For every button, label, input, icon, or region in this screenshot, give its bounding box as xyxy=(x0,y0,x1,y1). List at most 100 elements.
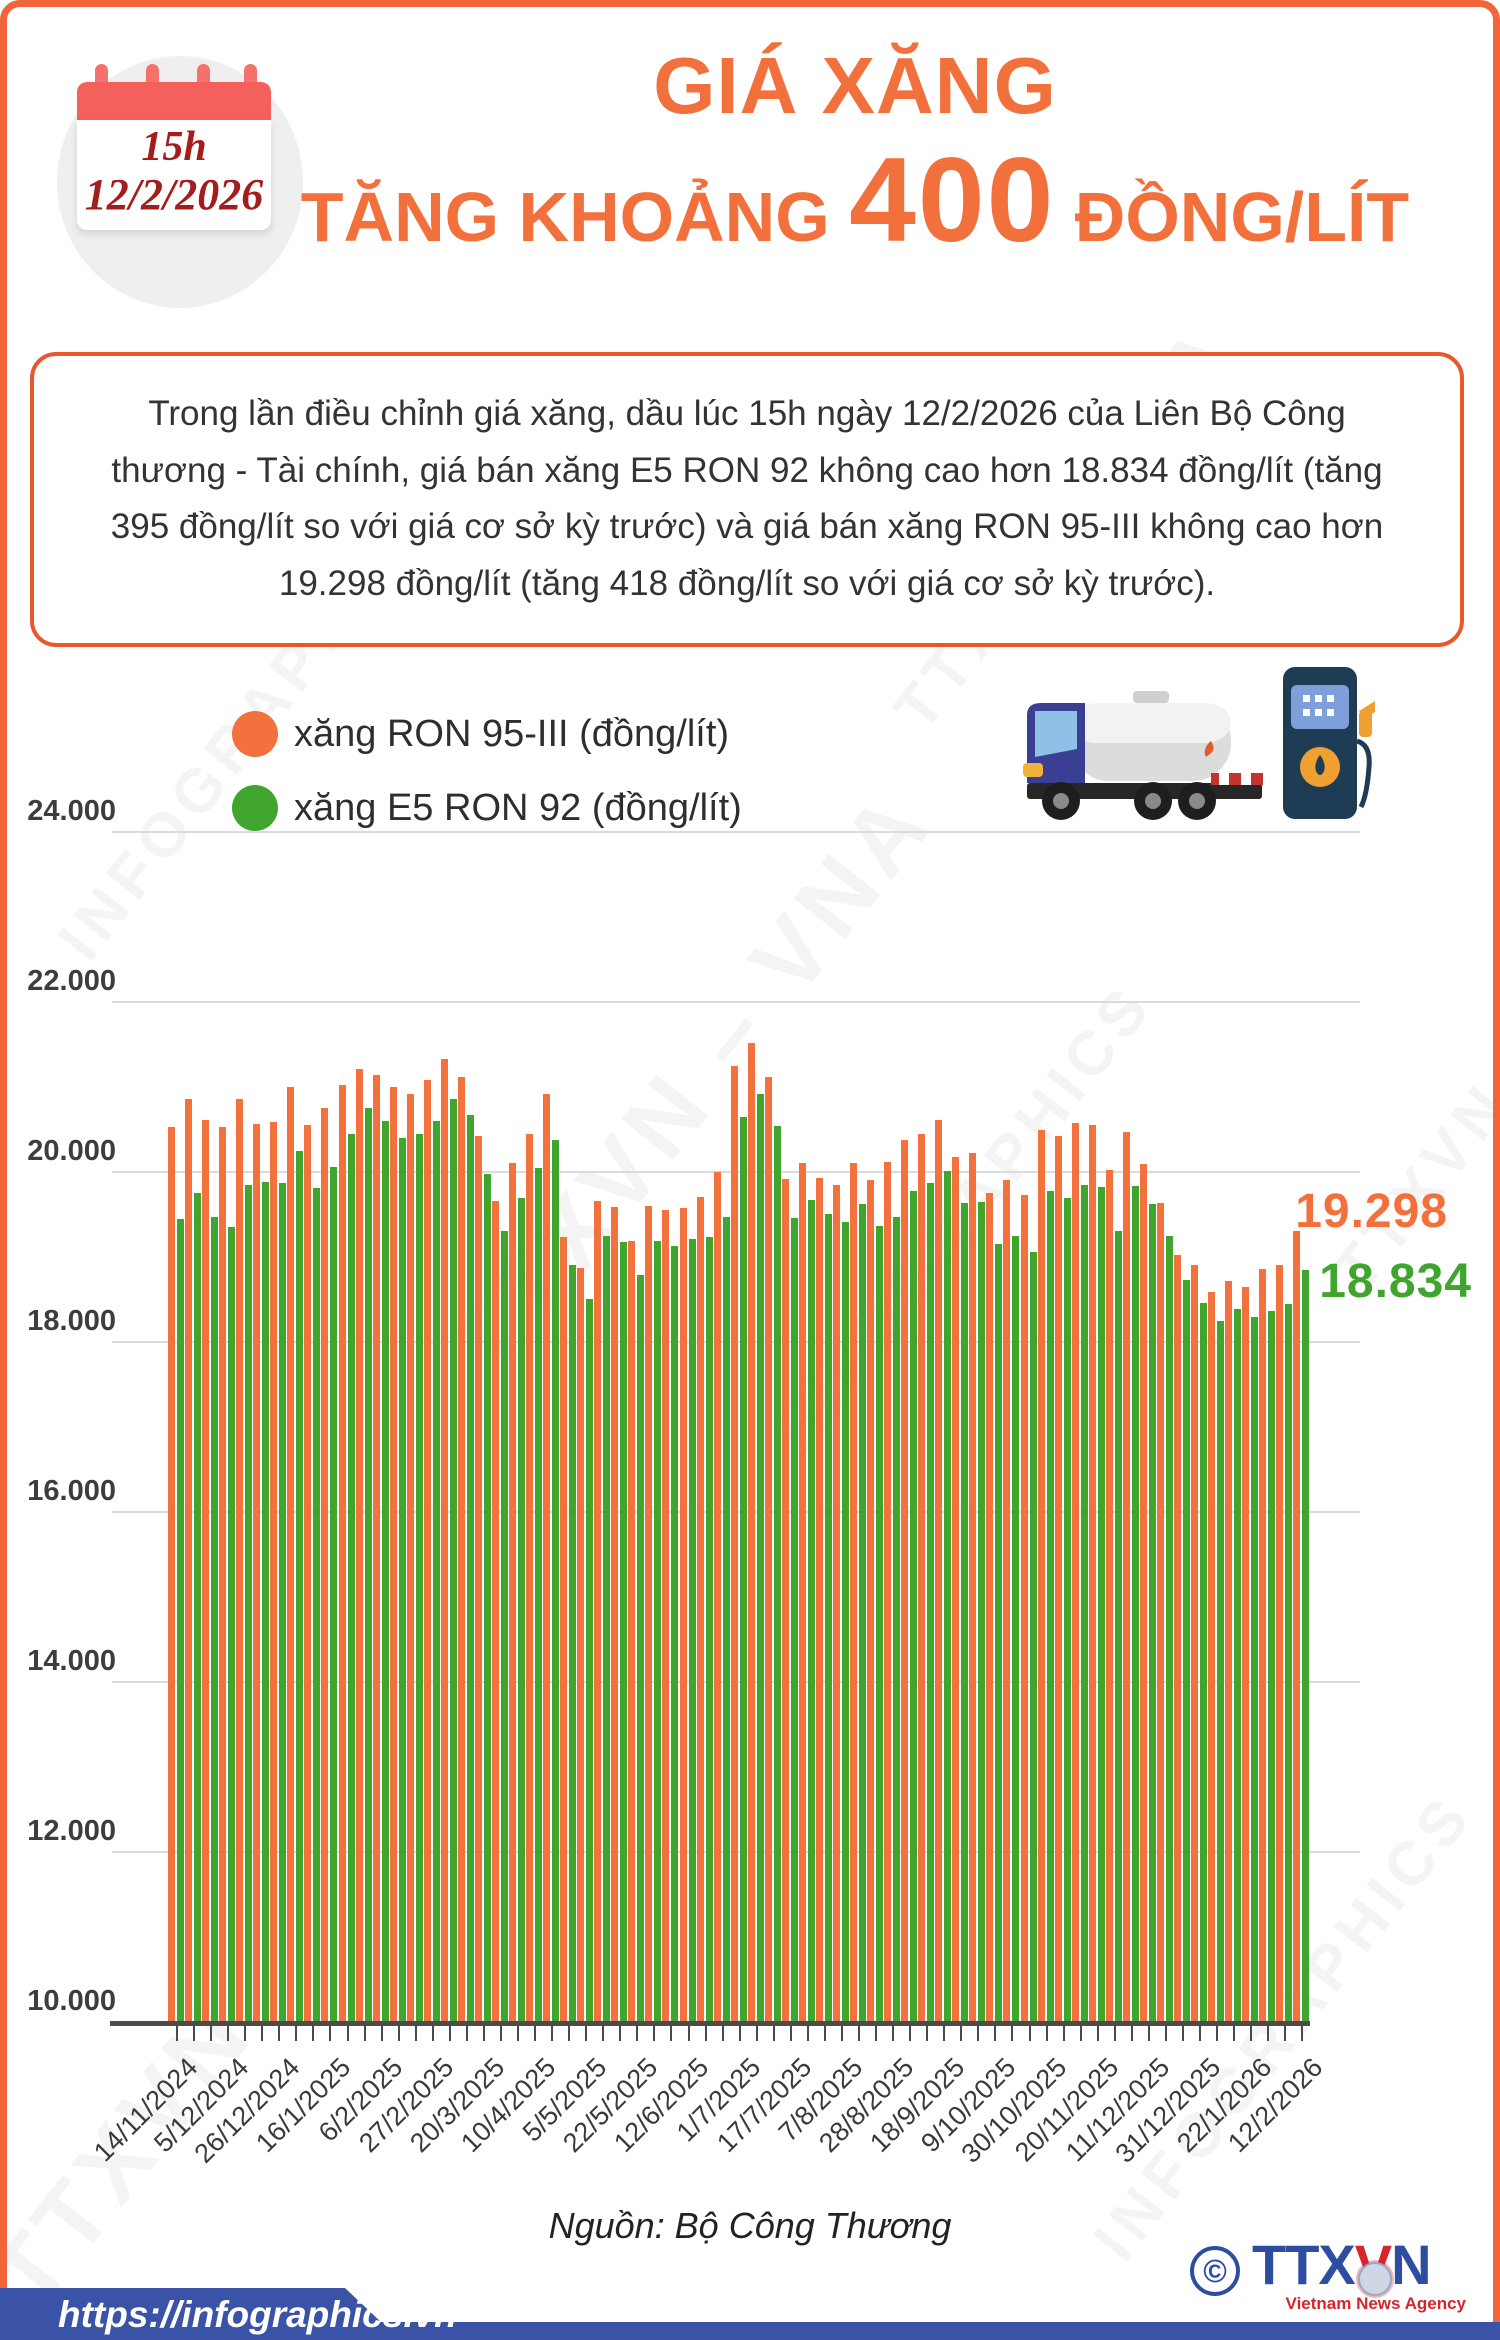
bar-ron95 xyxy=(372,1074,380,2021)
bar-ron95 xyxy=(935,1120,943,2021)
y-axis-label: 12.000 xyxy=(27,1815,116,1847)
bar-e5 xyxy=(262,1182,270,2021)
bar-e5 xyxy=(518,1198,525,2021)
x-axis-tick xyxy=(1164,2026,1167,2041)
bar-e5 xyxy=(961,1203,969,2021)
y-axis-label: 20.000 xyxy=(27,1135,116,1167)
bar-ron95 xyxy=(1259,1268,1267,2021)
x-axis-tick xyxy=(1181,2026,1184,2041)
bar-e5 xyxy=(1165,1235,1173,2021)
bar-e5 xyxy=(841,1222,849,2021)
x-axis-tick xyxy=(1028,2026,1031,2041)
x-axis-tick xyxy=(840,2026,843,2041)
bar-e5 xyxy=(756,1093,764,2021)
x-axis-tick xyxy=(261,2026,264,2041)
ttxvn-globe-icon xyxy=(1358,2262,1392,2296)
bar-ron95 xyxy=(1225,1280,1233,2021)
last-value-e5: 18.834 xyxy=(1319,1255,1472,1308)
bar-ron95 xyxy=(1293,1230,1301,2021)
bar-e5 xyxy=(1114,1231,1122,2021)
bar-ron95 xyxy=(1037,1130,1045,2021)
tanker-truck-icon xyxy=(1023,691,1263,820)
x-axis-tick xyxy=(1216,2026,1219,2041)
bar-e5 xyxy=(296,1150,304,2021)
x-axis-tick xyxy=(789,2026,792,2041)
bar-ron95 xyxy=(1242,1287,1250,2021)
bar-e5 xyxy=(790,1217,798,2021)
y-axis-label: 24.000 xyxy=(27,795,116,827)
bar-e5 xyxy=(415,1133,423,2021)
x-axis-tick xyxy=(1045,2026,1048,2041)
title-line2: TĂNG KHOẢNG 400 ĐỒNG/LÍT xyxy=(250,140,1460,297)
infographics-url-link[interactable]: https://infographics.vn xyxy=(58,2294,457,2335)
x-axis-tick xyxy=(653,2026,656,2041)
x-axis-tick xyxy=(755,2026,758,2041)
x-axis-tick xyxy=(312,2026,315,2041)
x-axis-tick xyxy=(414,2026,417,2041)
x-axis-tick xyxy=(704,2026,707,2041)
bar-e5 xyxy=(466,1114,474,2021)
bar-e5 xyxy=(330,1166,338,2021)
bar-ron95 xyxy=(509,1163,516,2021)
bar-e5 xyxy=(859,1204,866,2021)
x-axis-tick xyxy=(823,2026,826,2041)
y-axis-label: 14.000 xyxy=(27,1645,116,1677)
calendar-time: 15h xyxy=(141,124,207,170)
bar-e5 xyxy=(1080,1184,1088,2021)
bar-ron95 xyxy=(338,1085,346,2021)
ttxvn-logo: © TTXVN Vietnam News Agency xyxy=(1190,2236,1470,2316)
bar-e5 xyxy=(177,1218,184,2021)
bar-ron95 xyxy=(389,1086,397,2021)
bar-ron95 xyxy=(594,1200,602,2021)
bar-e5 xyxy=(1200,1302,1207,2021)
source-text: Nguồn: Bộ Công Thương xyxy=(548,2205,952,2246)
bar-ron95 xyxy=(526,1134,534,2021)
x-axis-tick xyxy=(721,2026,724,2041)
bar-e5 xyxy=(535,1168,543,2021)
x-axis-tick xyxy=(926,2026,929,2041)
x-axis-tick xyxy=(193,2026,196,2041)
x-axis-tick xyxy=(806,2026,809,2041)
bar-ron95 xyxy=(696,1196,704,2021)
x-axis-tick xyxy=(1096,2026,1099,2041)
bar-e5 xyxy=(671,1245,679,2021)
bar-ron95 xyxy=(560,1237,568,2021)
bar-e5 xyxy=(347,1134,355,2021)
x-axis-tick xyxy=(295,2026,298,2041)
bar-e5 xyxy=(1148,1204,1156,2021)
bar-e5 xyxy=(1097,1187,1105,2021)
fuel-pump-icon xyxy=(1283,667,1375,819)
legend-item-ron95: xăng RON 95-III (đồng/lít) xyxy=(232,710,729,758)
watermark-text: TTXVN xyxy=(0,1981,274,2327)
bar-ron95 xyxy=(1020,1194,1028,2021)
bar-ron95 xyxy=(1276,1264,1284,2021)
bar-e5 xyxy=(1063,1198,1071,2021)
bar-ron95 xyxy=(986,1193,994,2021)
x-axis-tick xyxy=(738,2026,741,2041)
x-axis-tick xyxy=(1062,2026,1065,2041)
bar-e5 xyxy=(211,1216,219,2021)
bar-ron95 xyxy=(270,1121,278,2021)
x-axis-tick xyxy=(1233,2026,1236,2041)
bar-ron95 xyxy=(1139,1164,1147,2021)
y-axis-label: 16.000 xyxy=(27,1475,116,1507)
x-axis-tick xyxy=(244,2026,247,2041)
bar-ron95 xyxy=(321,1108,329,2021)
bar-ron95 xyxy=(1003,1179,1011,2021)
x-axis-tick xyxy=(960,2026,963,2041)
x-axis-tick xyxy=(1250,2026,1253,2041)
x-axis-tick xyxy=(499,2026,502,2041)
bar-ron95 xyxy=(662,1210,670,2021)
x-axis-tick xyxy=(431,2026,434,2041)
x-axis-tick xyxy=(329,2026,332,2041)
x-axis-tick xyxy=(909,2026,912,2041)
x-axis-tick xyxy=(994,2026,997,2041)
bar-e5 xyxy=(586,1298,594,2021)
x-axis-tick xyxy=(1113,2026,1116,2041)
x-axis-tick xyxy=(551,2026,554,2041)
intro-text-box: Trong lần điều chỉnh giá xăng, dầu lúc 1… xyxy=(30,352,1464,647)
bar-e5 xyxy=(807,1199,815,2021)
bar-ron95 xyxy=(901,1140,909,2021)
bar-e5 xyxy=(1012,1236,1020,2021)
